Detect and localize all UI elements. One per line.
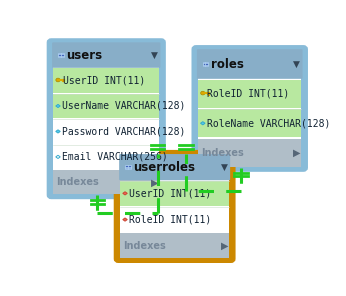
Text: userroles: userroles (134, 161, 195, 174)
Bar (120, 181, 229, 206)
Text: UserID INT(11): UserID INT(11) (129, 188, 211, 198)
Text: users: users (66, 49, 103, 62)
Text: ▶: ▶ (151, 177, 158, 187)
Bar (198, 80, 301, 108)
Text: UserID INT(11): UserID INT(11) (63, 75, 145, 86)
Polygon shape (123, 192, 127, 195)
Bar (198, 109, 301, 137)
FancyBboxPatch shape (53, 51, 160, 194)
FancyBboxPatch shape (115, 151, 234, 262)
Text: Indexes: Indexes (201, 148, 244, 158)
Text: Indexes: Indexes (56, 177, 99, 187)
FancyBboxPatch shape (52, 42, 161, 68)
Text: Password VARCHAR(128): Password VARCHAR(128) (62, 126, 185, 136)
Bar (198, 139, 301, 167)
Circle shape (201, 91, 205, 95)
FancyBboxPatch shape (197, 49, 302, 79)
Text: UserName VARCHAR(128): UserName VARCHAR(128) (62, 101, 185, 111)
Text: ▼: ▼ (293, 59, 300, 68)
FancyBboxPatch shape (120, 162, 229, 258)
FancyBboxPatch shape (198, 57, 301, 166)
Bar (53, 170, 160, 194)
Circle shape (56, 78, 60, 82)
Text: RoleID INT(11): RoleID INT(11) (207, 89, 290, 99)
Text: RoleID INT(11): RoleID INT(11) (129, 215, 211, 225)
Bar (58, 53, 64, 57)
Text: ▼: ▼ (151, 51, 158, 59)
Bar (202, 62, 208, 66)
Text: ▼: ▼ (221, 163, 228, 172)
Polygon shape (56, 130, 60, 133)
Bar (53, 68, 160, 93)
Bar (125, 165, 131, 169)
Text: Indexes: Indexes (123, 241, 166, 251)
Text: ▶: ▶ (293, 148, 300, 158)
Text: Email VARCHAR(256): Email VARCHAR(256) (62, 152, 168, 162)
Polygon shape (56, 155, 60, 158)
FancyBboxPatch shape (119, 154, 230, 180)
Polygon shape (56, 104, 60, 107)
FancyBboxPatch shape (48, 40, 164, 198)
Bar (53, 145, 160, 169)
Polygon shape (123, 218, 127, 221)
Polygon shape (201, 122, 205, 125)
Text: RoleName VARCHAR(128): RoleName VARCHAR(128) (207, 118, 330, 128)
Bar (53, 94, 160, 118)
FancyBboxPatch shape (193, 46, 307, 170)
Text: roles: roles (211, 57, 244, 70)
Bar (120, 207, 229, 232)
Bar (53, 119, 160, 144)
Bar (120, 233, 229, 258)
Text: ▶: ▶ (220, 241, 228, 251)
